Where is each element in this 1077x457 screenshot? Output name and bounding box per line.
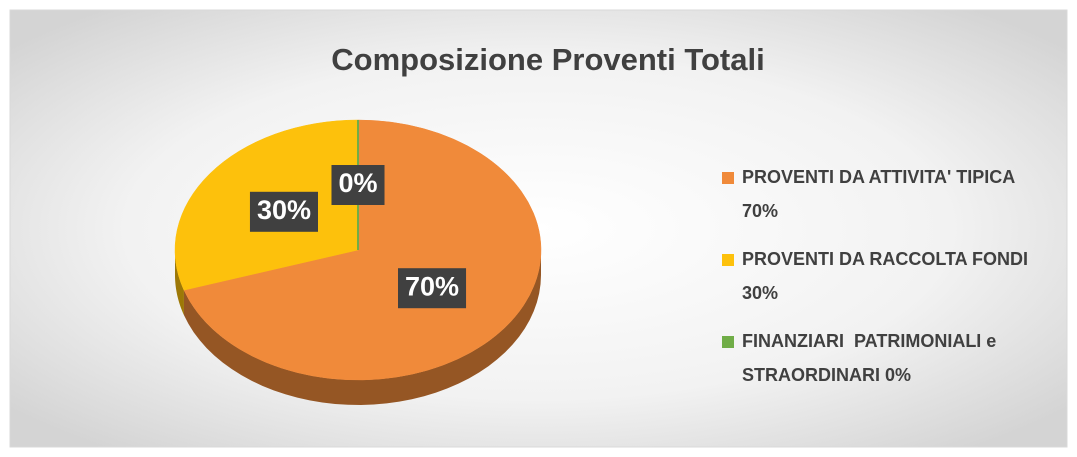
chart-title: Composizione Proventi Totali bbox=[331, 42, 764, 77]
data-label: 30% bbox=[249, 191, 318, 232]
legend-swatch bbox=[722, 336, 734, 348]
data-label-text: 30% bbox=[257, 195, 311, 225]
data-label-box bbox=[398, 268, 467, 309]
data-label-text: 0% bbox=[338, 168, 377, 198]
slice bbox=[183, 119, 542, 381]
legend-item: PROVENTI DA RACCOLTA FONDI 30% bbox=[722, 242, 1032, 310]
legend-label: PROVENTI DA ATTIVITA' TIPICA 70% bbox=[742, 167, 1020, 221]
data-label: 0% bbox=[331, 165, 385, 205]
data-label-box bbox=[331, 165, 385, 205]
legend-item: FINANZIARI PATRIMONIALI e STRAORDINARI 0… bbox=[722, 324, 1067, 392]
legend-label: PROVENTI DA RACCOLTA FONDI 30% bbox=[742, 249, 1034, 303]
legend-label: FINANZIARI PATRIMONIALI e STRAORDINARI 0… bbox=[742, 331, 1002, 385]
legend-swatch bbox=[722, 172, 734, 184]
legend-swatch bbox=[722, 254, 734, 266]
legend: PROVENTI DA ATTIVITA' TIPICA 70% PROVENTI… bbox=[722, 160, 1067, 406]
slice-side bbox=[183, 250, 541, 405]
data-label: 70% bbox=[398, 268, 467, 309]
data-label-box bbox=[249, 191, 318, 232]
data-label-text: 70% bbox=[405, 271, 459, 301]
legend-item: PROVENTI DA ATTIVITA' TIPICA 70% bbox=[722, 160, 1042, 228]
slice-side bbox=[175, 250, 184, 316]
